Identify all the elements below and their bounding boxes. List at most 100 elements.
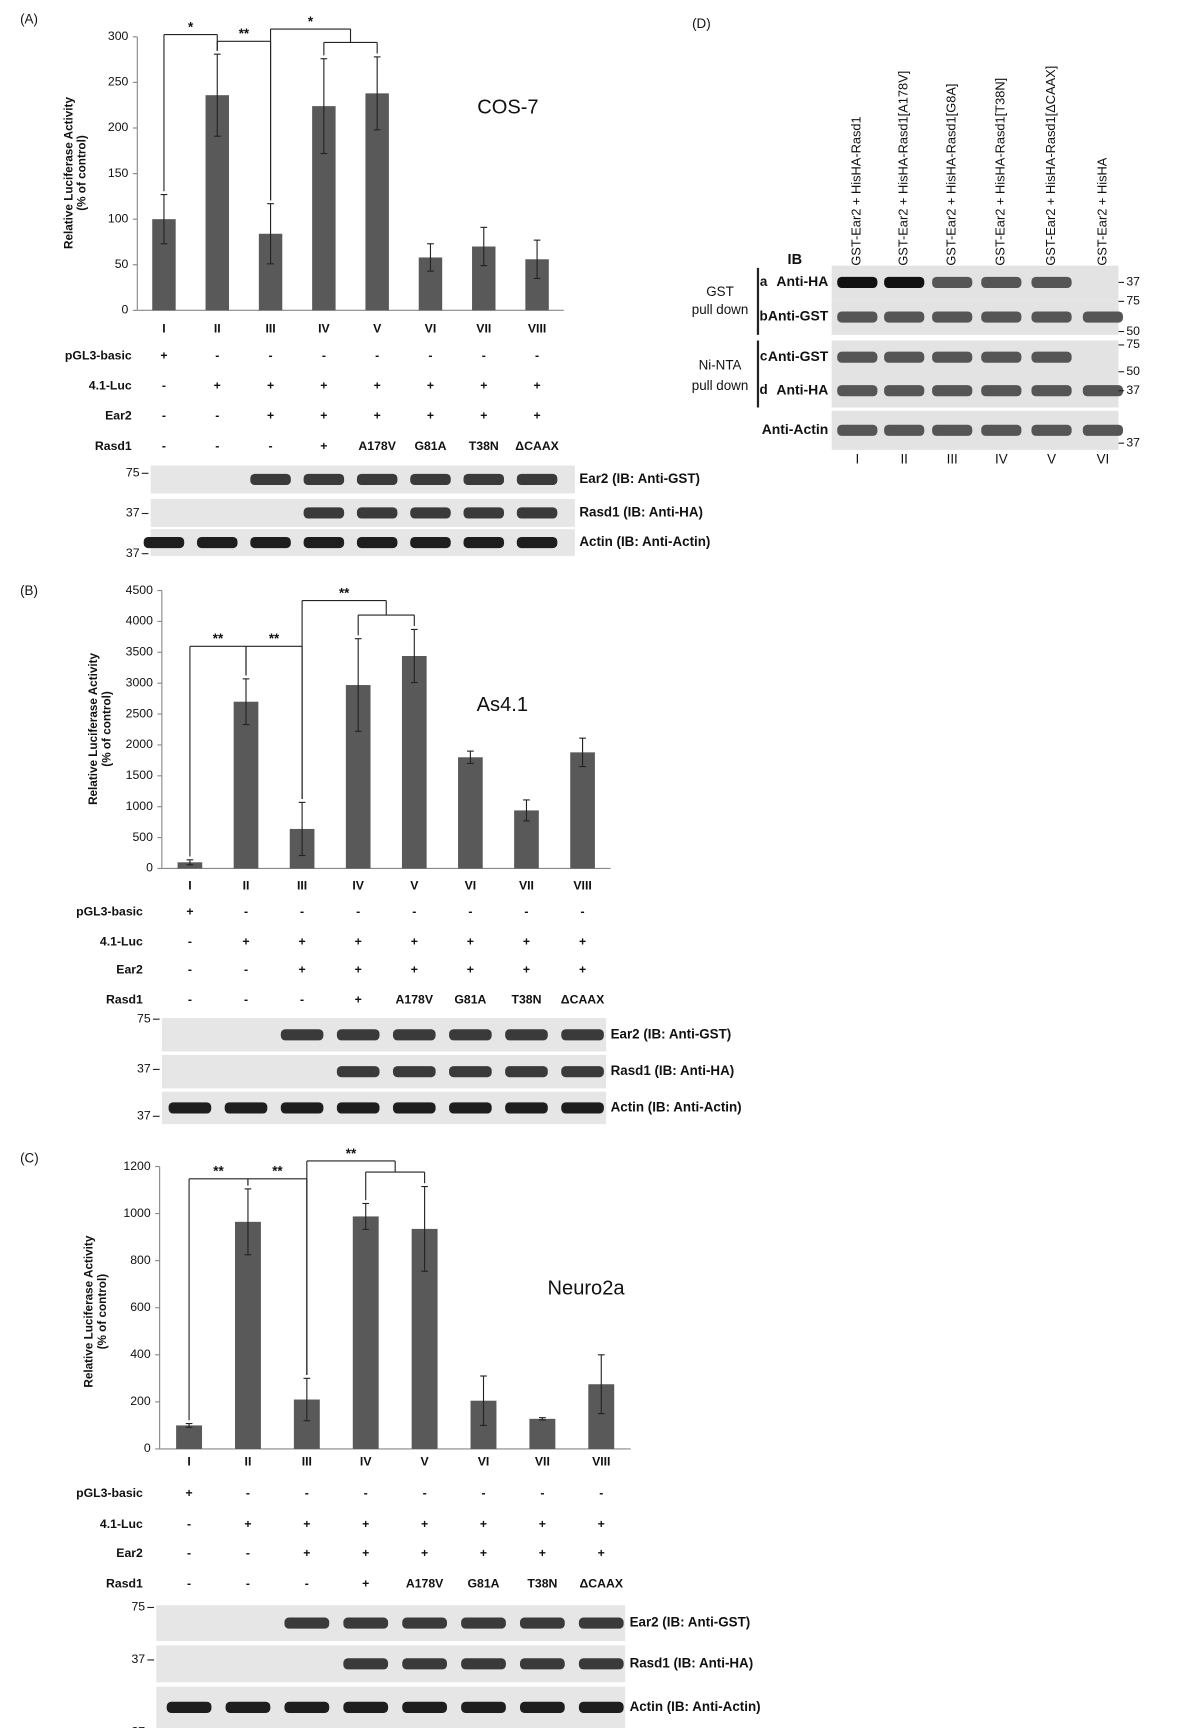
blot-band [884, 424, 925, 436]
condition-mark: - [428, 348, 432, 362]
x-tick-label: V [410, 879, 419, 893]
blot-marker: 37 [131, 1652, 145, 1666]
condition-mark: - [188, 992, 192, 1006]
x-tick-label: VIII [528, 322, 546, 336]
condition-mark: - [244, 992, 248, 1006]
blot-marker: 37 [131, 1725, 145, 1728]
y-axis-label: Relative Luciferase Activity [87, 652, 100, 804]
condition-mark: + [362, 1517, 369, 1531]
error-bar [185, 1422, 193, 1428]
blot-band [884, 351, 925, 363]
condition-mark: + [598, 1517, 605, 1531]
condition-label: 4.1-Luc [100, 1517, 143, 1531]
row-letter: a [760, 274, 768, 289]
y-tick-label: 200 [130, 1394, 151, 1408]
blot-band [410, 473, 451, 486]
condition-mark: ΔCAAX [579, 1576, 623, 1590]
condition-label: 4.1-Luc [100, 934, 143, 948]
condition-mark: - [364, 1486, 368, 1500]
blot-band [520, 1658, 565, 1670]
significance-label: ** [269, 631, 280, 646]
blot-band [449, 1066, 492, 1078]
blot-band [578, 1658, 624, 1670]
x-tick-label: III [297, 879, 307, 893]
blot-band [1031, 311, 1072, 323]
condition-mark: + [320, 439, 327, 453]
condition-mark: + [374, 378, 381, 392]
condition-mark: + [411, 962, 418, 976]
blot-band [837, 311, 878, 323]
condition-mark: + [421, 1517, 428, 1531]
blot-marker: 75 [131, 1600, 145, 1614]
blot-band [343, 1658, 389, 1670]
condition-mark: + [467, 934, 474, 948]
x-tick-label: II [214, 322, 221, 336]
bar [233, 701, 259, 869]
significance-label: ** [339, 585, 350, 600]
group-label: GST [706, 284, 734, 299]
blot-band [561, 1066, 604, 1078]
blot-band [303, 536, 345, 549]
column-header: GST-Ear2 + HisHA-Rasd1[A178V] [896, 71, 911, 266]
error-bar [523, 799, 530, 822]
blot-band [561, 1029, 604, 1041]
x-tick-label: VIII [592, 1455, 610, 1469]
condition-mark: + [523, 962, 530, 976]
blot-band [336, 1102, 380, 1114]
x-tick-label: III [302, 1455, 312, 1469]
significance-label: ** [346, 1146, 357, 1161]
condition-mark: ΔCAAX [515, 439, 559, 453]
x-tick-label: IV [352, 879, 364, 893]
condition-label: Ear2 [105, 409, 132, 423]
y-tick-label: 0 [144, 1441, 151, 1455]
panel-label: (C) [20, 1150, 39, 1165]
bar [205, 95, 229, 311]
blot-label: Actin (IB: Anti-Actin) [579, 534, 710, 549]
blot-band [449, 1029, 492, 1041]
blot-label: Rasd1 (IB: Anti-HA) [579, 504, 703, 519]
blot-band [392, 1102, 436, 1114]
condition-mark: - [300, 992, 304, 1006]
blot-band [166, 1701, 212, 1713]
y-tick-label: 500 [132, 830, 153, 844]
column-header: GST-Ear2 + HisHA [1094, 157, 1109, 265]
condition-mark: + [411, 934, 418, 948]
blot-band [336, 1066, 380, 1078]
blot-band [505, 1029, 548, 1041]
condition-mark: + [214, 378, 221, 392]
blot-label: Actin (IB: Anti-Actin) [611, 1099, 742, 1114]
blot-band [561, 1102, 604, 1114]
condition-mark: A178V [406, 1576, 444, 1590]
condition-label: Rasd1 [106, 1576, 143, 1590]
error-bar [427, 243, 434, 272]
x-tick-label: VII [519, 879, 534, 893]
blot-band [303, 507, 345, 519]
condition-mark: - [162, 378, 166, 392]
blot-band [1031, 424, 1072, 436]
condition-mark: - [322, 348, 326, 362]
blot-label: Ear2 (IB: Anti-GST) [579, 471, 700, 486]
condition-mark: + [427, 409, 434, 423]
blot-band [932, 385, 973, 397]
condition-mark: + [186, 904, 193, 918]
blot-marker: 50 [1126, 324, 1140, 338]
condition-mark: + [299, 934, 306, 948]
blot-band [402, 1701, 447, 1713]
blot-band [884, 276, 925, 289]
condition-label: pGL3-basic [76, 1486, 143, 1500]
ib-label: IB [788, 252, 802, 268]
condition-mark: - [187, 1517, 191, 1531]
error-bar [579, 737, 586, 768]
condition-mark: + [242, 934, 249, 948]
condition-mark: + [355, 934, 362, 948]
blot-marker: 75 [1126, 337, 1140, 351]
row-letter: d [759, 382, 767, 397]
condition-mark: + [320, 409, 327, 423]
condition-mark: + [267, 378, 274, 392]
significance-label: * [308, 14, 314, 29]
condition-mark: + [303, 1517, 310, 1531]
y-tick-label: 4000 [126, 614, 153, 628]
condition-mark: - [581, 904, 585, 918]
condition-mark: G81A [454, 992, 486, 1006]
x-tick-label: VII [535, 1455, 550, 1469]
